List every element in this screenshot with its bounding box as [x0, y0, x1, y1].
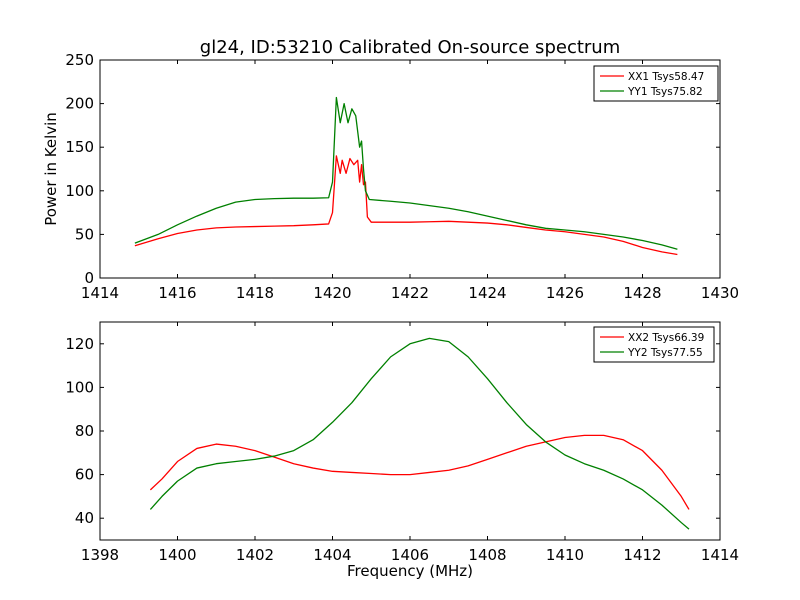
- legend-box: [593, 65, 719, 102]
- x-tick-label: 1414: [81, 284, 119, 302]
- x-tick-label: 1402: [236, 546, 274, 564]
- y-tick-label: 150: [65, 138, 94, 156]
- x-tick-label: 1400: [158, 546, 196, 564]
- x-tick-label: 1420: [313, 284, 351, 302]
- x-tick-label: 1430: [701, 284, 739, 302]
- x-tick-label: 1418: [236, 284, 274, 302]
- x-tick-label: 1404: [313, 546, 351, 564]
- legend: XX1 Tsys58.47 YY1 Tsys75.82: [593, 65, 719, 102]
- x-tick-label: 1398: [81, 546, 119, 564]
- y-tick-label: 80: [75, 422, 94, 440]
- top-chart-title: gl24, ID:53210 Calibrated On-source spec…: [200, 37, 620, 58]
- x-tick-label: 1410: [546, 546, 584, 564]
- series-line-yy1: [134, 96, 678, 250]
- y-axis-label: Power in Kelvin: [42, 112, 60, 226]
- legend-entry-label: YY2 Tsys77.55: [627, 347, 703, 359]
- x-tick-label: 1406: [391, 546, 429, 564]
- x-tick-label: 1428: [623, 284, 661, 302]
- y-tick-label: 40: [75, 509, 94, 527]
- y-tick-label: 120: [65, 335, 94, 353]
- y-tick-label: 200: [65, 95, 94, 113]
- x-tick-label: 1412: [623, 546, 661, 564]
- x-tick-label: 1414: [701, 546, 739, 564]
- legend-box: [593, 326, 715, 363]
- legend: XX2 Tsys66.39 YY2 Tsys77.55: [593, 326, 715, 363]
- bottom-chart: 1398 1400 1402 1404 1406 1408 1410 1412 1414 40 60…: [65, 321, 739, 564]
- legend-entry-label: XX1 Tsys58.47: [628, 71, 704, 83]
- top-chart: 1414 1416 1418 1420 1422 1424 1426 1428 1430 0 50 1…: [42, 51, 739, 302]
- x-tick-label: 1416: [158, 284, 196, 302]
- y-tick-label: 100: [65, 378, 94, 396]
- legend-entry-label: XX2 Tsys66.39: [628, 332, 704, 344]
- series-line-yy2: [149, 337, 690, 530]
- x-tick-label: 1424: [468, 284, 506, 302]
- y-tick-label: 100: [65, 182, 94, 200]
- bottom-chart-xlabel: Frequency (MHz): [347, 562, 473, 580]
- x-tick-label: 1426: [546, 284, 584, 302]
- legend-entry-label: YY1 Tsys75.82: [627, 86, 703, 98]
- y-tick-label: 60: [75, 466, 94, 484]
- series-line-xx2: [149, 434, 690, 510]
- y-tick-label: 50: [75, 225, 94, 243]
- series-line-xx1: [134, 155, 678, 256]
- x-tick-label: 1408: [468, 546, 506, 564]
- x-tick-label: 1422: [391, 284, 429, 302]
- y-tick-label: 0: [84, 269, 94, 287]
- y-tick-label: 250: [65, 51, 94, 69]
